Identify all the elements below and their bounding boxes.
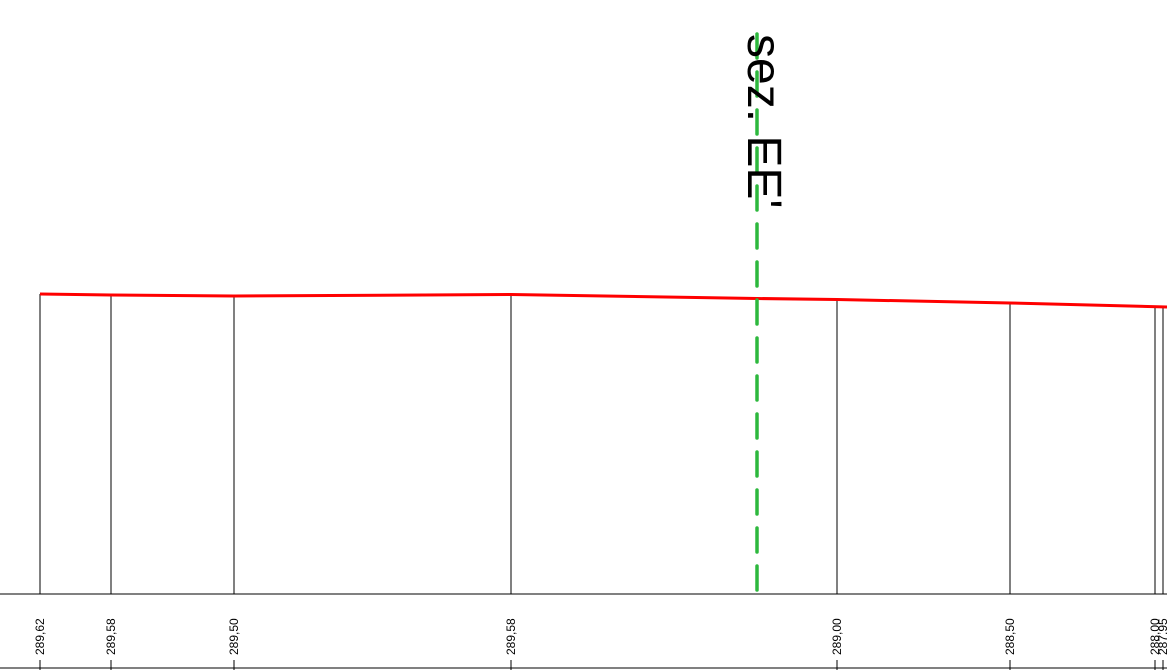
elevation-label: 289,50 bbox=[227, 618, 241, 655]
elevation-label: 289,00 bbox=[830, 618, 844, 655]
elevation-label: 288,50 bbox=[1003, 618, 1017, 655]
terrain-profile-line bbox=[39, 292, 1167, 309]
elevation-label: 287,95 bbox=[1156, 618, 1167, 655]
elevation-label: 288,00 bbox=[1148, 618, 1162, 655]
station-ticks bbox=[39, 660, 1164, 670]
elevation-label: 289,62 bbox=[33, 618, 47, 655]
elevation-label: 289,58 bbox=[504, 618, 518, 655]
section-label: sez. EE' bbox=[737, 34, 790, 209]
elevation-labels: 289,62 289,58 289,50 289,58 289,00 288,50 288,… bbox=[33, 618, 1167, 655]
elevation-label: 289,58 bbox=[104, 618, 118, 655]
station-lines bbox=[39, 294, 1164, 594]
